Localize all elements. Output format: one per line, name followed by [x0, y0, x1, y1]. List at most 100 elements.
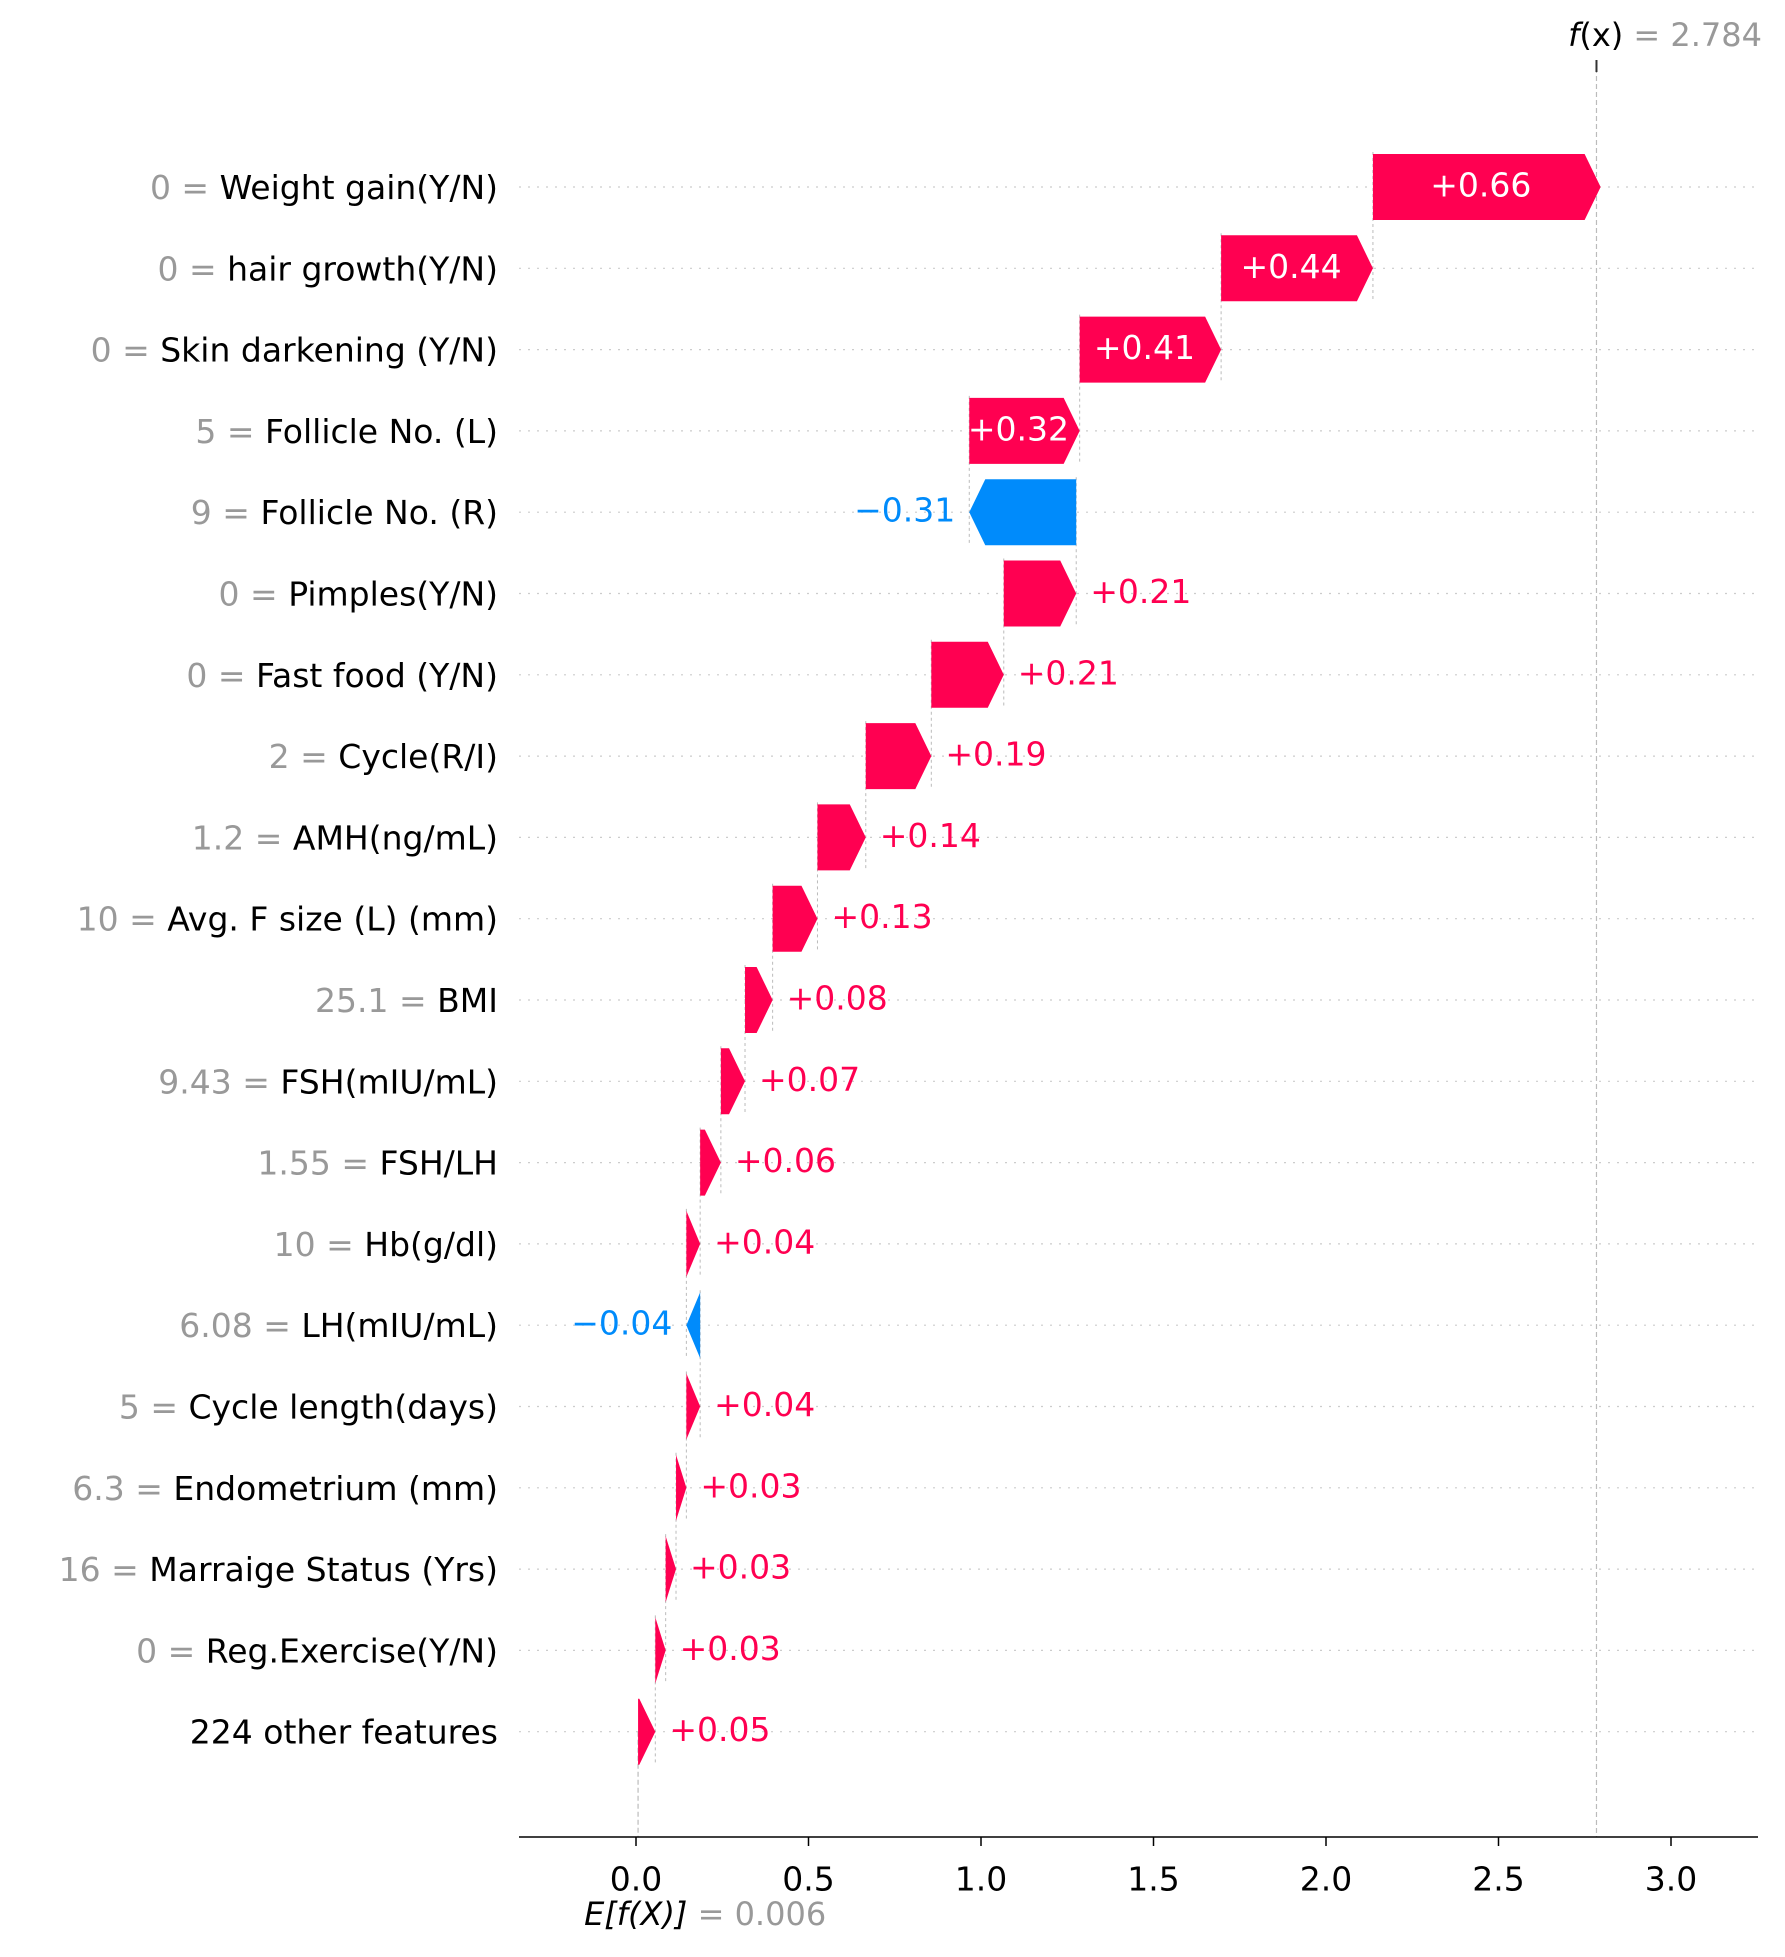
- feature-name: Weight gain(Y/N): [220, 168, 498, 207]
- bar-value-label: −0.31: [854, 491, 955, 530]
- bar-positive: [1221, 235, 1373, 302]
- bar-positive: [1372, 154, 1601, 220]
- feature-label: 9.43 = FSH(mIU/mL): [158, 1062, 498, 1101]
- bar-value-label: +0.03: [690, 1548, 791, 1587]
- feature-name: Avg. F size (L) (mm): [167, 899, 498, 938]
- bar-positive: [686, 1210, 701, 1277]
- bar-value-label: +0.07: [759, 1060, 860, 1099]
- feature-name: Hb(g/dl): [364, 1224, 498, 1263]
- feature-value: 6.3 =: [72, 1468, 173, 1507]
- feature-label: 0 = Weight gain(Y/N): [150, 168, 498, 207]
- feature-name: BMI: [437, 981, 498, 1020]
- x-tick-label: 3.0: [1645, 1860, 1697, 1899]
- x-tick-label: 0.5: [782, 1860, 834, 1899]
- feature-label: 1.55 = FSH/LH: [257, 1143, 498, 1182]
- feature-value: 0 =: [91, 330, 161, 369]
- bar-value-label: +0.44: [1240, 247, 1341, 286]
- bar-value-label: +0.08: [787, 979, 888, 1018]
- bar-positive: [676, 1454, 687, 1521]
- bar-positive: [772, 885, 818, 952]
- feature-label: 0 = hair growth(Y/N): [157, 249, 498, 288]
- x-tick-label: 2.0: [1300, 1860, 1352, 1899]
- feature-name: Pimples(Y/N): [288, 574, 498, 613]
- bar-value-label: +0.03: [700, 1466, 801, 1505]
- feature-name: hair growth(Y/N): [227, 249, 498, 288]
- bar-negative: [969, 479, 1077, 546]
- bar-value-label: +0.14: [880, 816, 981, 855]
- feature-label: 16 = Marraige Status (Yrs): [59, 1550, 498, 1589]
- bar-value-label: +0.66: [1430, 166, 1531, 205]
- bar-value-label: +0.13: [831, 897, 932, 936]
- feature-label: 5 = Follicle No. (L): [195, 411, 498, 450]
- bar-value-label: +0.21: [1018, 653, 1119, 692]
- feature-value: 1.55 =: [257, 1143, 379, 1182]
- feature-value: 10 =: [77, 899, 168, 938]
- feature-value: 6.08 =: [179, 1306, 301, 1345]
- bar-positive: [655, 1617, 666, 1684]
- bar-positive: [969, 397, 1080, 464]
- feature-label: 0 = Reg.Exercise(Y/N): [136, 1631, 498, 1670]
- feature-value: 10 =: [274, 1224, 365, 1263]
- feature-label: 9 = Follicle No. (R): [191, 493, 498, 532]
- feature-value: 1.2 =: [192, 818, 293, 857]
- bar-positive: [638, 1698, 656, 1765]
- feature-name: Skin darkening (Y/N): [160, 330, 498, 369]
- bar-value-label: +0.05: [669, 1710, 770, 1749]
- feature-value: 9 =: [191, 493, 261, 532]
- bar-positive: [1003, 560, 1077, 627]
- bar-value-label: +0.04: [714, 1222, 815, 1261]
- feature-name: AMH(ng/mL): [293, 818, 498, 857]
- feature-label: 10 = Hb(g/dl): [274, 1224, 498, 1263]
- feature-label: 0 = Skin darkening (Y/N): [91, 330, 498, 369]
- bar-positive: [686, 1373, 701, 1440]
- bar-positive: [700, 1129, 721, 1196]
- annotations: f(x) = 2.784 E[f(X)] = 0.006: [584, 16, 1762, 1933]
- output-arg: (x): [1579, 16, 1623, 54]
- x-tick-label: 1.0: [955, 1860, 1007, 1899]
- feature-name: Follicle No. (R): [260, 493, 498, 532]
- bar-value-label: +0.19: [945, 735, 1046, 774]
- feature-name: FSH/LH: [380, 1143, 498, 1182]
- feature-value: 0 =: [136, 1631, 206, 1670]
- feature-value: 9.43 =: [158, 1062, 280, 1101]
- bar-value-label: +0.21: [1090, 572, 1191, 611]
- feature-value: 0 =: [150, 168, 220, 207]
- bar-positive: [745, 967, 773, 1033]
- feature-label: 0 = Pimples(Y/N): [219, 574, 498, 613]
- contribution-bars: +0.66 +0.44 +0.41 +0.32 −0.31 +0.21 +0.21 +0.19…: [571, 154, 1601, 1765]
- base-value-label: E[f(X)] = 0.006: [584, 1895, 826, 1933]
- feature-name: Endometrium (mm): [173, 1468, 498, 1507]
- bar-positive: [1079, 316, 1222, 383]
- output-eq: = 2.784: [1623, 16, 1762, 54]
- bar-value-label: +0.06: [735, 1141, 836, 1180]
- feature-value: 0 =: [219, 574, 289, 613]
- x-tick-label: 0.0: [610, 1860, 662, 1899]
- feature-label: 224 other features: [190, 1712, 498, 1751]
- feature-name: Marraige Status (Yrs): [149, 1550, 498, 1589]
- feature-name: Cycle(R/I): [338, 737, 498, 776]
- feature-value: 5 =: [195, 411, 265, 450]
- feature-name: Fast food (Y/N): [256, 655, 498, 694]
- feature-value: 5 =: [119, 1387, 189, 1426]
- bar-positive: [720, 1048, 746, 1115]
- feature-name: Follicle No. (L): [265, 411, 498, 450]
- feature-label: 10 = Avg. F size (L) (mm): [77, 899, 498, 938]
- feature-name: 224 other features: [190, 1712, 498, 1751]
- bar-positive: [817, 804, 866, 871]
- feature-value: 0 =: [157, 249, 227, 288]
- bar-positive: [865, 723, 932, 790]
- feature-value: 25.1 =: [315, 981, 437, 1020]
- bar-value-label: +0.04: [714, 1385, 815, 1424]
- output-value-label: f(x) = 2.784: [1568, 16, 1762, 54]
- feature-label: 25.1 = BMI: [315, 981, 498, 1020]
- feature-name: Reg.Exercise(Y/N): [206, 1631, 498, 1670]
- bar-value-label: −0.04: [571, 1304, 672, 1343]
- feature-labels: 0 = Weight gain(Y/N)0 = hair growth(Y/N)…: [59, 168, 498, 1752]
- bar-positive: [665, 1536, 677, 1603]
- x-tick-label: 1.5: [1127, 1860, 1179, 1899]
- feature-value: 0 =: [186, 655, 256, 694]
- feature-name: Cycle length(days): [188, 1387, 498, 1426]
- bar-positive: [931, 641, 1004, 708]
- feature-label: 6.08 = LH(mIU/mL): [179, 1306, 498, 1345]
